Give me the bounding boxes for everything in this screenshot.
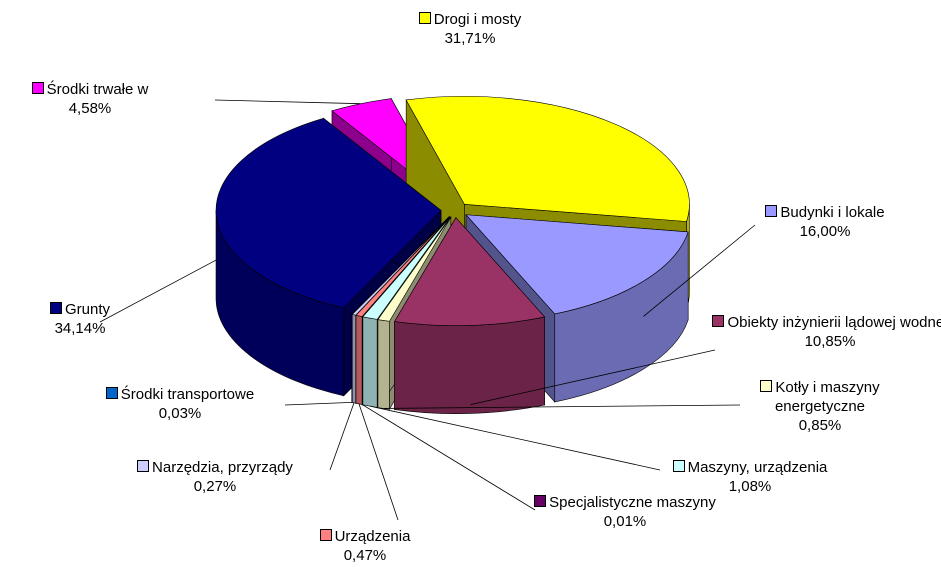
legend-swatch <box>319 529 332 541</box>
category-label: Środki trwałe w <box>46 81 149 98</box>
data-label: Środki trwałe w 4,58% <box>10 80 170 118</box>
data-label: Maszyny, urządzenia 1,08% <box>645 458 855 496</box>
data-label: Urządzenia 0,47% <box>290 527 440 565</box>
data-label: Obiekty inżynierii lądowej wodnej 10,85% <box>700 313 941 351</box>
slice-wall <box>355 314 363 405</box>
value-label: 0,47% <box>343 547 387 564</box>
slice <box>361 216 450 318</box>
legend-swatch <box>765 205 778 217</box>
slice <box>377 217 452 322</box>
data-label: Specjalistyczne maszyny 0,01% <box>510 493 740 531</box>
value-label: 16,00% <box>799 223 851 240</box>
legend-swatch <box>760 380 773 392</box>
data-label: Grunty 34,14% <box>25 300 135 338</box>
slice-wall <box>351 314 357 404</box>
legend-swatch <box>672 460 685 472</box>
value-label: 10,85% <box>804 333 856 350</box>
slice-wall <box>377 319 390 410</box>
data-label: Narzędzia, przyrządy 0,27% <box>110 458 320 496</box>
value-label: 0,85% <box>798 417 842 434</box>
slice <box>215 117 442 309</box>
slice <box>405 96 690 222</box>
value-label: 4,58% <box>68 100 112 117</box>
value-label: 34,14% <box>54 320 106 337</box>
category-label: Środki transportowe <box>120 386 255 403</box>
leader-line <box>284 401 352 406</box>
category-label: Grunty <box>64 301 110 318</box>
value-label: 0,27% <box>193 478 237 495</box>
leader-line <box>358 403 399 521</box>
category-label: Kotły i maszyny energetyczne <box>774 379 880 415</box>
slice <box>362 217 451 320</box>
category-label: Budynki i lokale <box>780 204 885 221</box>
legend-swatch <box>31 82 44 94</box>
value-label: 0,03% <box>158 405 202 422</box>
category-label: Obiekty inżynierii lądowej wodnej <box>727 314 941 331</box>
value-label: 0,01% <box>603 513 647 530</box>
slice <box>394 217 546 326</box>
data-label: Drogi i mosty 31,71% <box>405 10 535 48</box>
legend-swatch <box>534 495 547 507</box>
slice-wall <box>394 316 545 414</box>
category-label: Drogi i mosty <box>433 11 522 28</box>
legend-swatch <box>712 315 725 327</box>
legend-swatch <box>49 302 62 314</box>
legend-swatch <box>137 460 150 472</box>
leader-line <box>99 259 217 323</box>
category-label: Specjalistyczne maszyny <box>549 494 716 511</box>
slice <box>465 214 689 315</box>
leader-line <box>643 224 756 317</box>
slice-wall <box>362 316 378 408</box>
category-label: Urządzenia <box>334 528 411 545</box>
leader-line <box>214 99 361 105</box>
category-label: Maszyny, urządzenia <box>687 459 828 476</box>
value-label: 31,71% <box>444 30 496 47</box>
data-label: Budynki i lokale 16,00% <box>760 203 890 241</box>
data-label: Kotły i maszyny energetyczne 0,85% <box>740 378 900 435</box>
legend-swatch <box>105 387 118 399</box>
leader-line <box>470 349 716 406</box>
leader-line <box>383 404 741 409</box>
leader-line <box>329 402 355 471</box>
leader-line <box>369 405 661 471</box>
data-label: Środki transportowe 0,03% <box>80 385 280 423</box>
leader-line <box>362 404 536 511</box>
legend-swatch <box>418 12 431 24</box>
category-label: Narzędzia, przyrządy <box>152 459 293 476</box>
value-label: 1,08% <box>728 478 772 495</box>
